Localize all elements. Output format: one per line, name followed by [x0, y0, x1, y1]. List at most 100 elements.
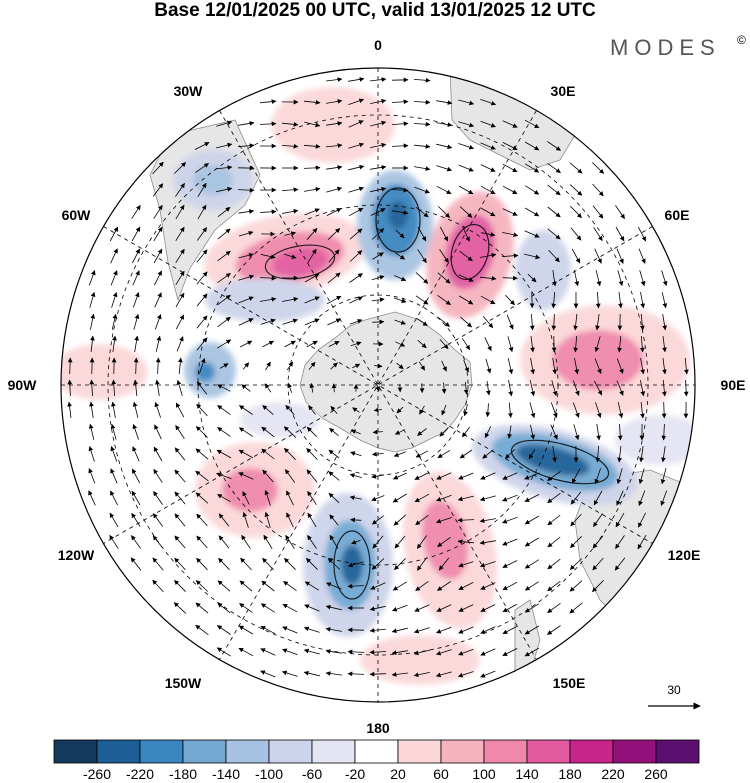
wind-vector — [282, 626, 298, 634]
wind-vector — [660, 490, 668, 506]
wind-vector — [262, 469, 274, 483]
wind-vector — [239, 580, 253, 592]
wind-vector — [480, 472, 496, 480]
colorbar-tick-label: -260 — [83, 766, 111, 782]
wind-vector — [414, 186, 430, 194]
wind-vector — [502, 208, 518, 216]
wind-vector — [216, 120, 233, 127]
wind-vector — [547, 536, 561, 548]
wind-vector — [217, 316, 231, 328]
wind-vector — [154, 424, 162, 440]
wind-vector — [552, 358, 557, 375]
wind-vector — [435, 517, 452, 524]
wind-vector — [502, 232, 519, 238]
wind-vector — [152, 183, 164, 197]
wind-vector — [264, 511, 271, 528]
wind-vector — [436, 100, 453, 105]
wind-vector — [111, 379, 117, 397]
wind-vector — [284, 231, 297, 236]
wind-vector — [548, 249, 560, 263]
wind-vector — [195, 602, 209, 614]
wind-vector — [595, 270, 602, 287]
wind-vector — [237, 143, 255, 149]
colorbar-tick-label: 220 — [601, 766, 625, 782]
wind-vector — [239, 603, 253, 613]
wind-vector — [394, 275, 407, 281]
wind-vector — [480, 252, 497, 258]
wind-vector — [327, 558, 341, 570]
wind-vector — [110, 423, 117, 440]
wind-vector — [457, 671, 474, 678]
wind-vector — [370, 142, 387, 148]
wind-vector — [261, 426, 275, 438]
wind-vector — [524, 515, 540, 525]
wind-vector — [570, 491, 582, 505]
wind-vector — [413, 143, 431, 149]
wind-vector — [569, 162, 583, 174]
wind-vector — [573, 335, 579, 353]
wind-vector — [480, 295, 496, 305]
wind-vector — [505, 294, 515, 306]
wind-vector — [326, 121, 343, 126]
wind-vector — [175, 226, 185, 242]
wind-vector — [547, 602, 561, 614]
wind-vector — [239, 405, 253, 415]
wind-vector — [349, 250, 363, 262]
wind-vector — [88, 423, 95, 440]
wind-vector — [438, 317, 450, 327]
wind-vector — [325, 143, 343, 148]
wind-vector — [393, 451, 406, 457]
wind-vector — [261, 580, 275, 592]
wind-vector — [348, 186, 365, 193]
wind-vector — [370, 165, 387, 170]
wind-vector — [594, 358, 602, 374]
wind-vector — [570, 227, 582, 241]
map-title: Base 12/01/2025 00 UTC, valid 13/01/2025… — [154, 0, 596, 21]
wind-vector — [153, 248, 163, 264]
wind-vector — [486, 380, 491, 396]
wind-vector — [458, 185, 474, 195]
wind-vector — [331, 383, 337, 393]
wind-vector — [436, 122, 453, 128]
wind-vector — [283, 426, 297, 438]
wind-vector — [238, 121, 255, 126]
wind-vector — [437, 294, 451, 306]
wind-vector — [529, 380, 536, 397]
wind-vector — [415, 580, 429, 592]
wind-vector — [370, 186, 387, 193]
wind-vector — [259, 121, 277, 127]
wind-vector — [661, 270, 668, 287]
wind-vector — [130, 557, 142, 571]
wind-vector — [392, 493, 408, 503]
wind-vector — [570, 205, 582, 219]
wind-vector — [348, 142, 365, 149]
wind-vector — [303, 165, 321, 171]
wind-vector — [661, 292, 668, 309]
wind-vector — [593, 513, 603, 527]
wind-vector — [260, 603, 276, 613]
wind-vector — [482, 315, 494, 329]
wind-vector — [372, 319, 385, 325]
wind-vector — [325, 671, 342, 676]
wind-vector — [242, 511, 249, 528]
lon-label-60e: 60E — [665, 207, 690, 223]
longitude-labels: 0 30E 60E 90E 120E 150E 180 150W 120W 90… — [8, 37, 746, 736]
colorbar-tick-label: -140 — [212, 766, 240, 782]
wind-vector — [394, 558, 406, 571]
wind-vector — [529, 402, 536, 419]
wind-vector — [441, 404, 447, 416]
wind-vector — [262, 405, 274, 415]
wind-vector — [217, 384, 231, 392]
wind-vector — [637, 534, 647, 550]
wind-vector — [416, 557, 428, 571]
wind-vector — [304, 121, 321, 128]
wind-vector — [393, 514, 407, 526]
wind-vector — [259, 275, 277, 281]
wind-vector — [326, 295, 342, 305]
wind-vector — [195, 163, 209, 173]
wind-vector — [199, 357, 206, 374]
wind-vector — [326, 165, 343, 170]
wind-vector — [218, 535, 230, 549]
wind-vector — [436, 165, 453, 172]
